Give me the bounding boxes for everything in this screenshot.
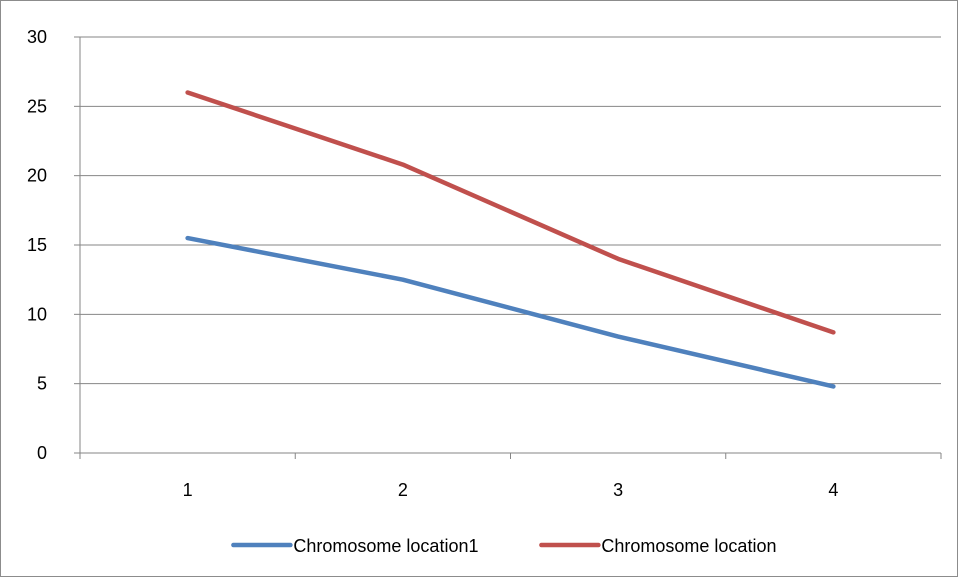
y-axis-tick-labels: 0 5 10 15 20 25 30: [27, 27, 47, 463]
x-tick-label: 1: [183, 480, 193, 500]
y-tick-label: 10: [27, 304, 47, 324]
x-tick-label: 4: [828, 480, 838, 500]
legend: Chromosome location1 Chromosome location: [233, 536, 776, 556]
series-line-1: [188, 238, 834, 386]
y-tick-label: 15: [27, 235, 47, 255]
y-tick-label: 5: [37, 374, 47, 394]
series-line-2: [188, 92, 834, 332]
legend-label-2: Chromosome location: [601, 536, 776, 556]
series-lines: [188, 92, 834, 386]
x-tick-label: 3: [613, 480, 623, 500]
x-tick-label: 2: [398, 480, 408, 500]
legend-label-1: Chromosome location1: [293, 536, 478, 556]
y-tick-label: 30: [27, 27, 47, 47]
y-tick-label: 20: [27, 166, 47, 186]
y-tick-label: 0: [37, 443, 47, 463]
x-axis-tick-labels: 1 2 3 4: [80, 453, 941, 500]
y-tick-label: 25: [27, 96, 47, 116]
